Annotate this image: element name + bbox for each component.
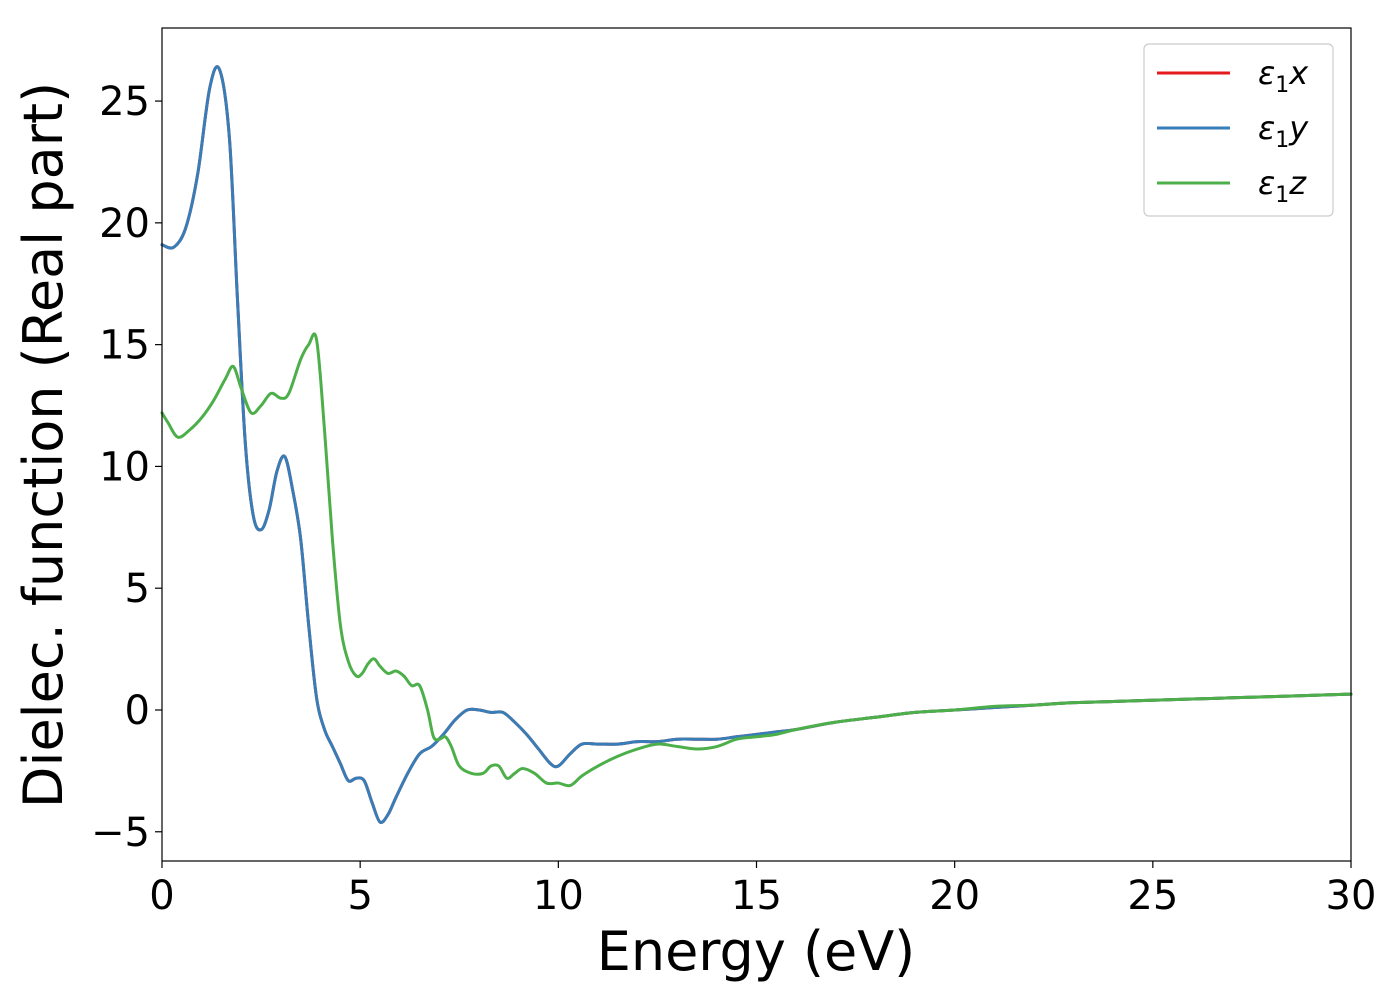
y-tick-label: 10 — [99, 444, 150, 490]
x-tick-label: 10 — [533, 873, 584, 919]
series-line-z — [160, 332, 1353, 788]
plot-lines — [160, 65, 1353, 824]
x-tick-label: 5 — [347, 873, 372, 919]
legend-box — [1143, 43, 1334, 217]
x-tick-label: 0 — [149, 873, 174, 919]
x-tick-label: 25 — [1127, 873, 1178, 919]
x-tick-label: 15 — [731, 873, 782, 919]
x-tick-label: 20 — [929, 873, 980, 919]
legend-label: ε1x — [1258, 54, 1309, 98]
x-axis: 0 5 10 15 20 25 30 — [149, 861, 1376, 919]
legend-label: ε1y — [1258, 109, 1309, 153]
y-axis-label: Dielec. function (Real part) — [12, 82, 75, 808]
y-axis: −5 0 5 10 15 20 25 — [91, 79, 162, 856]
legend-label: ε1z — [1258, 164, 1307, 208]
x-axis-label: Energy (eV) — [597, 920, 916, 983]
y-tick-label: 0 — [125, 688, 150, 734]
y-tick-label: 25 — [99, 79, 150, 125]
legend: ε1x ε1y ε1z — [1143, 43, 1334, 217]
x-tick-label: 30 — [1326, 873, 1377, 919]
y-tick-label: −5 — [91, 810, 150, 856]
y-tick-label: 20 — [99, 201, 150, 247]
y-tick-label: 15 — [99, 323, 150, 369]
y-tick-label: 5 — [125, 566, 150, 612]
